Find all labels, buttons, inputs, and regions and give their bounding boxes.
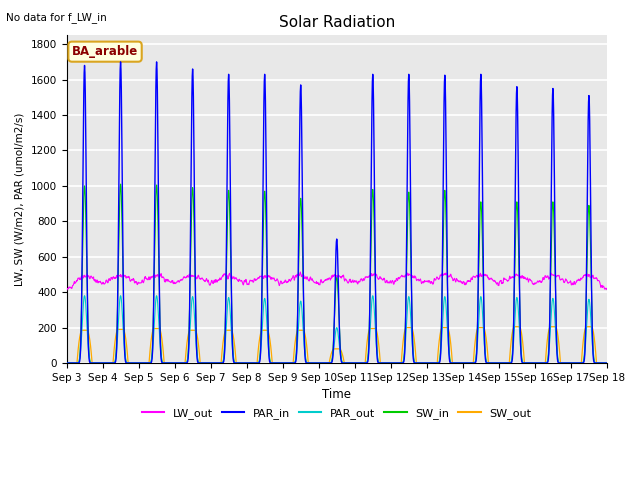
Text: BA_arable: BA_arable xyxy=(72,45,138,58)
Title: Solar Radiation: Solar Radiation xyxy=(278,15,395,30)
Legend: LW_out, PAR_in, PAR_out, SW_in, SW_out: LW_out, PAR_in, PAR_out, SW_in, SW_out xyxy=(138,403,536,423)
Text: No data for f_LW_in: No data for f_LW_in xyxy=(6,12,107,23)
Y-axis label: LW, SW (W/m2), PAR (umol/m2/s): LW, SW (W/m2), PAR (umol/m2/s) xyxy=(15,112,25,286)
X-axis label: Time: Time xyxy=(322,388,351,401)
